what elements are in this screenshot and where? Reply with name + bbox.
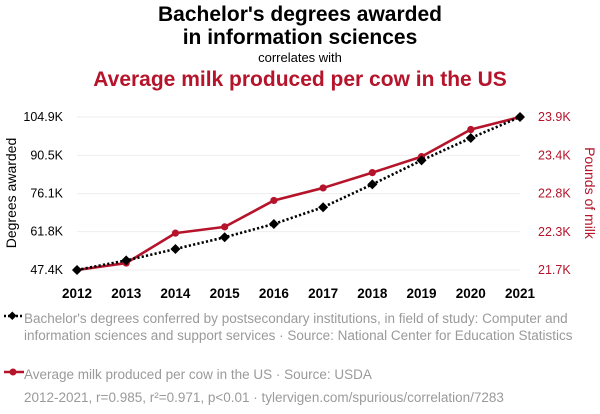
y-left-tick-label: 90.5K — [30, 148, 63, 162]
legend-swatch-solid-circle — [4, 368, 24, 376]
x-tick-label: 2018 — [357, 286, 388, 301]
chart-title-line1: Bachelor's degrees awarded — [158, 3, 442, 26]
legend-item-series1: Bachelor's degrees conferred by postseco… — [4, 310, 596, 362]
correlates-with-label: correlates with — [258, 50, 342, 65]
x-tick-label: 2014 — [160, 286, 191, 301]
y-right-tick-label: 22.8K — [538, 187, 571, 201]
y-right-axis-title: Pounds of milk — [582, 147, 598, 240]
x-tick-label: 2020 — [456, 286, 486, 301]
series1-point — [416, 155, 427, 166]
series2-point — [368, 169, 376, 177]
x-tick-label: 2012 — [62, 286, 92, 301]
y-right-tick-label: 21.7K — [538, 263, 571, 277]
y-right-tick-label: 23.9K — [538, 110, 571, 124]
legend-label-series1: Bachelor's degrees conferred by postseco… — [24, 311, 573, 343]
y-right-tick-label: 23.4K — [538, 148, 571, 162]
series2-point — [171, 229, 180, 237]
legend-label-series2: Average milk produced per cow in the US … — [24, 367, 372, 382]
series1-line — [76, 115, 521, 272]
y-left-tick-label: 76.1K — [30, 187, 63, 201]
series2-line — [76, 115, 521, 272]
series2-point — [319, 184, 327, 192]
x-tick-label: 2019 — [407, 286, 437, 301]
y-left-tick-label: 47.4K — [30, 263, 63, 277]
series2-point — [467, 125, 475, 134]
series1-point — [318, 202, 329, 213]
axes-layer: 47.4K 61.8K 76.1K 90.5K 104.9K 21.7K 22.3K 22.8… — [3, 110, 598, 301]
legend-swatch-dotted-diamond — [4, 311, 24, 320]
x-tick-label: 2015 — [210, 286, 241, 301]
series2-point — [221, 223, 229, 231]
x-tick-label: 2021 — [505, 286, 536, 301]
y-right-tick-label: 22.3K — [538, 225, 571, 239]
series1-point — [219, 232, 230, 243]
series1-point — [367, 179, 378, 190]
y-left-tick-label: 104.9K — [23, 110, 63, 124]
x-tick-label: 2017 — [308, 286, 338, 301]
series1-point — [121, 255, 132, 266]
line-chart: 47.4K 61.8K 76.1K 90.5K 104.9K 21.7K 22.3K 22.8… — [3, 110, 598, 301]
series2-point — [270, 196, 278, 205]
x-tick-label: 2013 — [111, 286, 142, 301]
series-layer — [72, 112, 525, 275]
y-left-axis-title: Degrees awarded — [3, 138, 19, 249]
series1-point — [72, 265, 82, 275]
series1-point — [268, 218, 279, 229]
y-left-tick-label: 61.8K — [30, 225, 63, 239]
legend-item-series2: Average milk produced per cow in the US … — [4, 366, 596, 384]
x-tick-label: 2016 — [259, 286, 290, 301]
series1-point — [170, 243, 181, 254]
series1-point — [515, 112, 525, 122]
series1-point — [465, 133, 476, 144]
chart-subtitle: Average milk produced per cow in the US — [93, 68, 507, 91]
chart-title-line2: in information sciences — [182, 26, 418, 49]
footer-stats: 2012-2021, r=0.985, r²=0.971, p<0.01 · t… — [24, 390, 504, 405]
